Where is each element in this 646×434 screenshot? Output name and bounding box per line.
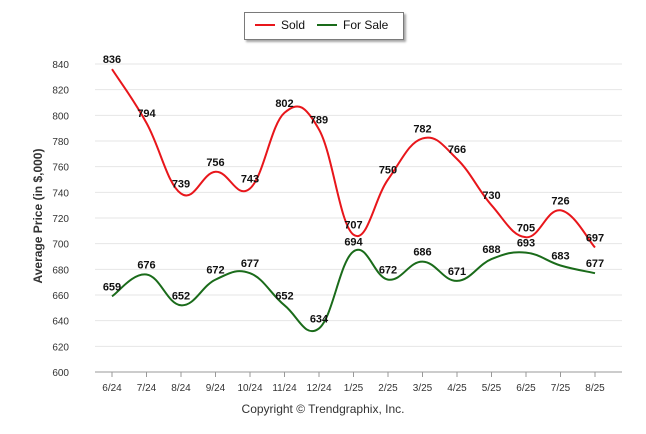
data-label-sold-12: 705 — [517, 222, 535, 234]
x-tick-label-12/24: 12/24 — [306, 383, 331, 394]
data-label-for-sale-10: 671 — [448, 266, 466, 278]
y-tick-label-840: 840 — [52, 60, 69, 71]
data-label-sold-6: 789 — [310, 114, 328, 126]
y-tick-label-740: 740 — [52, 188, 69, 199]
legend-item-for-sale[interactable]: For Sale — [317, 18, 388, 32]
x-axis-ticks: 6/24 7/24 8/24 9/24 10/24 11/24 12/24 1/25 2/25 3… — [102, 372, 605, 394]
y-axis-ticks: 600 620 640 660 680 700 720 740 760 780 800 820 840 — [52, 60, 69, 379]
data-label-for-sale-5: 652 — [275, 290, 293, 302]
data-label-for-sale-8: 672 — [379, 265, 397, 277]
data-label-sold-13: 726 — [551, 195, 569, 207]
y-tick-label-660: 660 — [52, 291, 69, 302]
data-label-sold-0: 836 — [103, 54, 121, 66]
data-label-for-sale-6: 634 — [310, 313, 329, 325]
legend-swatch-for-sale — [317, 24, 337, 26]
legend: Sold For Sale — [244, 12, 404, 40]
grid-lines — [95, 63, 622, 373]
data-label-sold-8: 750 — [379, 165, 397, 177]
x-tick-label-6/24: 6/24 — [102, 383, 122, 394]
y-tick-label-780: 780 — [52, 137, 69, 148]
series-line-for-sale — [111, 248, 596, 332]
x-tick-label-10/24: 10/24 — [237, 383, 262, 394]
data-label-sold-4: 743 — [241, 173, 259, 185]
data-label-for-sale-12: 693 — [517, 238, 535, 250]
y-tick-label-680: 680 — [52, 265, 69, 276]
x-tick-label-7/24: 7/24 — [137, 383, 157, 394]
x-tick-label-8/24: 8/24 — [171, 383, 191, 394]
y-tick-label-620: 620 — [52, 342, 69, 353]
y-tick-label-800: 800 — [52, 111, 69, 122]
data-labels: 836 794 739 756 743 802 789 707 750 782 766 730 705 7… — [103, 54, 604, 325]
legend-item-sold[interactable]: Sold — [255, 18, 305, 32]
series-group — [111, 68, 596, 332]
x-tick-label-5/25: 5/25 — [482, 383, 502, 394]
data-label-for-sale-14: 677 — [586, 258, 604, 270]
data-label-sold-11: 730 — [482, 190, 500, 202]
data-label-for-sale-3: 672 — [206, 265, 224, 277]
data-label-sold-3: 756 — [206, 157, 224, 169]
x-tick-label-9/24: 9/24 — [206, 383, 226, 394]
copyright-footer: Copyright © Trendgraphix, Inc. — [241, 402, 405, 416]
y-tick-label-720: 720 — [52, 214, 69, 225]
data-label-for-sale-13: 683 — [551, 250, 569, 262]
x-tick-label-7/25: 7/25 — [551, 383, 571, 394]
x-tick-label-6/25: 6/25 — [516, 383, 536, 394]
legend-label-for-sale: For Sale — [343, 18, 389, 32]
y-tick-label-820: 820 — [52, 86, 69, 97]
y-tick-label-760: 760 — [52, 163, 69, 174]
data-label-sold-1: 794 — [137, 108, 156, 120]
legend-swatch-sold — [255, 24, 275, 26]
x-tick-label-4/25: 4/25 — [447, 383, 467, 394]
data-label-sold-7: 707 — [344, 220, 362, 232]
data-label-for-sale-2: 652 — [172, 290, 190, 302]
data-label-sold-2: 739 — [172, 179, 190, 191]
data-label-for-sale-4: 677 — [241, 258, 259, 270]
y-tick-label-600: 600 — [52, 368, 69, 379]
y-tick-label-640: 640 — [52, 317, 69, 328]
y-axis-label: Average Price (in $,000) — [31, 149, 45, 284]
data-label-for-sale-1: 676 — [137, 259, 155, 271]
x-tick-label-2/25: 2/25 — [378, 383, 398, 394]
data-label-sold-10: 766 — [448, 144, 466, 156]
x-tick-label-3/25: 3/25 — [413, 383, 433, 394]
x-tick-label-1/25: 1/25 — [344, 383, 364, 394]
data-label-for-sale-11: 688 — [482, 244, 500, 256]
data-label-sold-9: 782 — [413, 123, 431, 135]
x-tick-label-8/25: 8/25 — [585, 383, 605, 394]
data-label-for-sale-7: 694 — [344, 236, 363, 248]
data-label-for-sale-9: 686 — [413, 247, 431, 259]
y-tick-label-700: 700 — [52, 240, 69, 251]
series-line-sold — [111, 68, 596, 249]
x-tick-label-11/24: 11/24 — [272, 383, 297, 394]
data-label-for-sale-0: 659 — [103, 281, 121, 293]
legend-label-sold: Sold — [281, 18, 306, 32]
data-label-sold-5: 802 — [275, 98, 293, 110]
data-label-sold-14: 697 — [586, 233, 604, 245]
